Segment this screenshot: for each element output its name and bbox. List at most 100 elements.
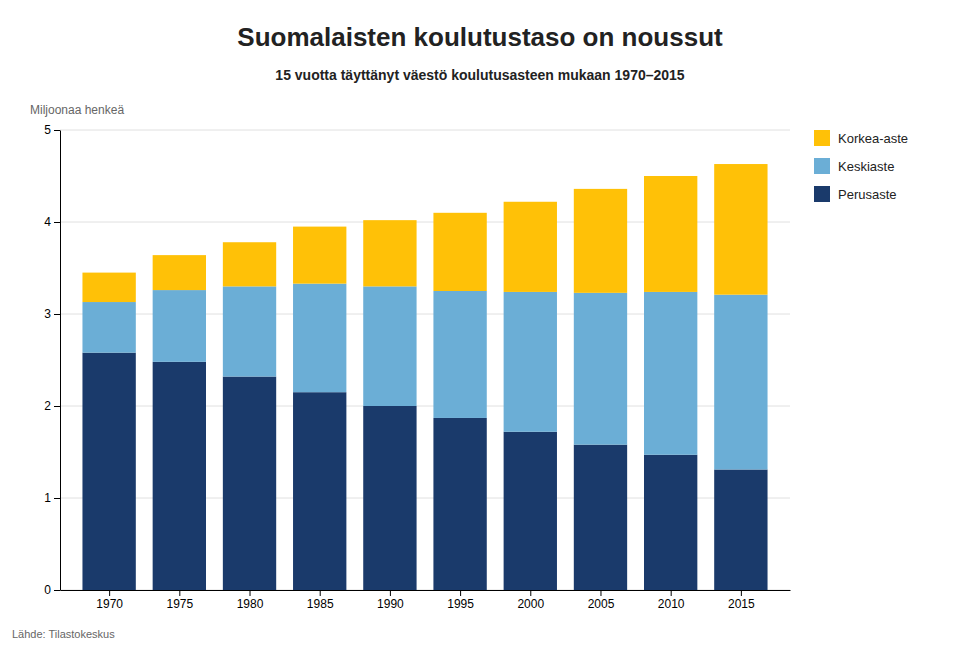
y-tick-mark [54, 222, 60, 223]
legend-label: Perusaste [838, 187, 897, 202]
bar [714, 295, 767, 470]
x-tick-label: 1980 [237, 597, 264, 611]
x-tick: 2010 [658, 590, 685, 611]
x-tick-mark [250, 590, 251, 596]
y-tick-label: 1 [44, 491, 51, 505]
grid-line [60, 130, 790, 131]
x-tick-label: 1995 [447, 597, 474, 611]
legend: Korkea-aste Keskiaste Perusaste [814, 130, 908, 202]
bar [82, 273, 135, 302]
bar [574, 445, 627, 590]
x-tick: 1975 [166, 590, 193, 611]
bar [644, 176, 697, 292]
legend-label: Korkea-aste [838, 131, 908, 146]
x-tick-mark [109, 590, 110, 596]
y-tick-label: 4 [44, 215, 51, 229]
x-tick: 2015 [728, 590, 755, 611]
x-tick: 1990 [377, 590, 404, 611]
x-tick-label: 2010 [658, 597, 685, 611]
grid [60, 130, 790, 590]
x-tick-mark [320, 590, 321, 596]
x-tick-mark [390, 590, 391, 596]
legend-label: Keskiaste [838, 159, 894, 174]
x-tick-mark [179, 590, 180, 596]
y-tick: 3 [44, 307, 60, 321]
y-tick-mark [54, 130, 60, 131]
bar [363, 286, 416, 406]
y-axis-label: Miljoonaa henkeä [30, 103, 124, 117]
x-tick-label: 1985 [307, 597, 334, 611]
bar [153, 362, 206, 590]
bar [433, 213, 486, 291]
x-tick-label: 2005 [588, 597, 615, 611]
bar-series [82, 284, 767, 470]
bar [504, 292, 557, 432]
x-tick-label: 2000 [517, 597, 544, 611]
y-tick-mark [54, 406, 60, 407]
y-tick-mark [54, 314, 60, 315]
bar [293, 227, 346, 284]
y-tick: 2 [44, 399, 60, 413]
y-tick: 4 [44, 215, 60, 229]
y-tick-label: 3 [44, 307, 51, 321]
bar [153, 255, 206, 290]
legend-swatch [814, 186, 830, 202]
y-tick: 1 [44, 491, 60, 505]
legend-item: Perusaste [814, 186, 897, 202]
bar [714, 469, 767, 590]
y-tick-mark [54, 590, 60, 591]
x-tick: 1985 [307, 590, 334, 611]
x-tick: 2005 [588, 590, 615, 611]
bar [223, 242, 276, 286]
bar [433, 418, 486, 590]
bar [504, 202, 557, 292]
x-tick-mark [741, 590, 742, 596]
x-tick: 2000 [517, 590, 544, 611]
legend-item: Keskiaste [814, 158, 894, 174]
x-tick-label: 2015 [728, 597, 755, 611]
x-tick-label: 1990 [377, 597, 404, 611]
bar [82, 302, 135, 353]
bar-series [82, 164, 767, 302]
bar [504, 432, 557, 590]
x-tick: 1980 [237, 590, 264, 611]
bar [574, 293, 627, 445]
legend-swatch [814, 158, 830, 174]
title: Suomalaisten koulutustaso on noussut [237, 22, 723, 52]
source: Lähde: Tilastokeskus [12, 628, 115, 640]
bar [293, 392, 346, 590]
y-axis: 0 1 2 3 4 5 [44, 123, 60, 597]
x-tick-mark [671, 590, 672, 596]
x-tick-label: 1975 [166, 597, 193, 611]
bar [714, 164, 767, 295]
legend-swatch [814, 130, 830, 146]
y-tick-mark [54, 498, 60, 499]
bar [363, 220, 416, 286]
x-tick: 1995 [447, 590, 474, 611]
bar [82, 353, 135, 590]
legend-item: Korkea-aste [814, 130, 908, 146]
x-axis: 1970 1975 1980 1985 1990 1995 2000 2005 2010 2015 [61, 590, 791, 611]
bar [363, 406, 416, 590]
bar [223, 377, 276, 590]
chart-container: Suomalaisten koulutustaso on noussut15 v… [0, 0, 960, 650]
x-axis-line [61, 590, 791, 591]
bar [293, 284, 346, 393]
x-tick-label: 1970 [96, 597, 123, 611]
x-tick-mark [600, 590, 601, 596]
bar [644, 455, 697, 590]
bar [574, 189, 627, 293]
y-tick-label: 5 [44, 123, 51, 137]
y-tick: 5 [44, 123, 60, 137]
x-tick-mark [530, 590, 531, 596]
x-tick-mark [460, 590, 461, 596]
y-tick-label: 2 [44, 399, 51, 413]
bar [153, 290, 206, 362]
y-tick-label: 0 [44, 583, 51, 597]
bar [644, 292, 697, 455]
chart-svg: Suomalaisten koulutustaso on noussut15 v… [0, 0, 960, 650]
bar [433, 291, 486, 418]
plot-area: 1970197519801985199019952000200520102015… [44, 123, 908, 610]
bars [82, 164, 767, 590]
bar [223, 286, 276, 376]
